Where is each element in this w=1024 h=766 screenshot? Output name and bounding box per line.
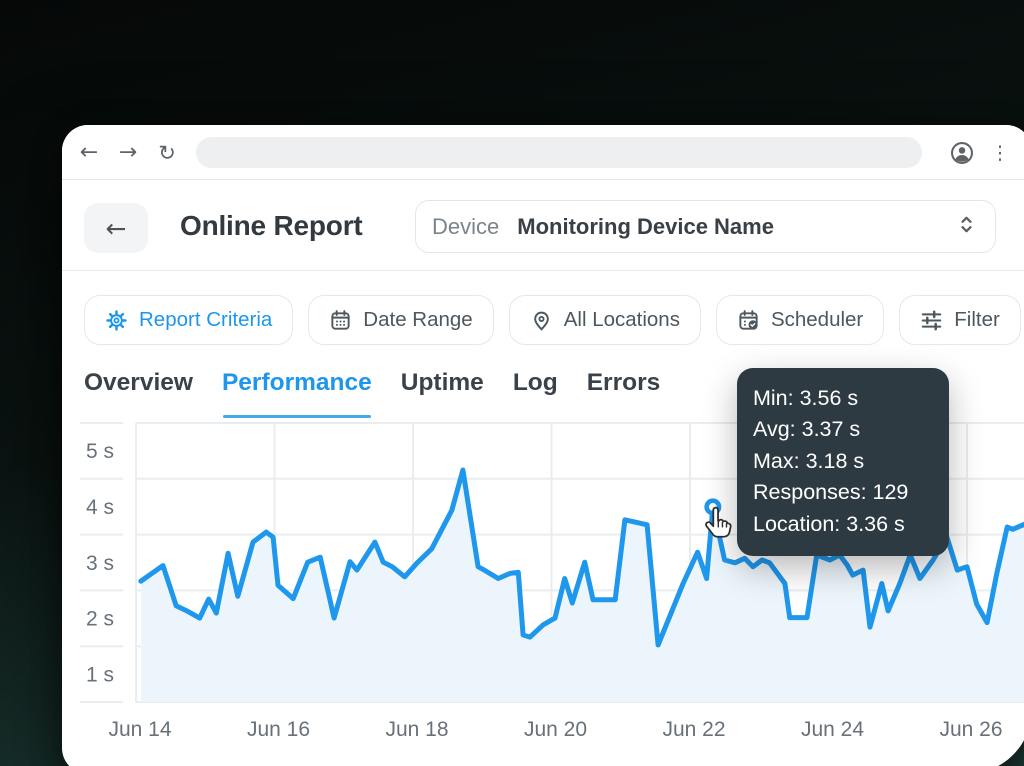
gear-icon bbox=[105, 309, 128, 332]
toolbar-button-label: All Locations bbox=[563, 308, 680, 331]
filter-sliders-icon bbox=[920, 309, 943, 332]
avatar-icon[interactable] bbox=[942, 125, 982, 180]
page-title: Online Report bbox=[180, 209, 363, 241]
browser-chrome: ← → ↻ ⋮ bbox=[62, 125, 1024, 180]
x-axis-label: Jun 24 bbox=[801, 718, 864, 741]
report-header: ← Online Report Device Monitoring Device… bbox=[62, 180, 1024, 271]
tooltip-metric-location: Location: 3.36 s bbox=[753, 511, 905, 536]
toolbar-button-label: Scheduler bbox=[770, 308, 864, 331]
device-selector[interactable]: Device Monitoring Device Name bbox=[415, 200, 996, 253]
datapoint-tooltip: Min: 3.56 s Avg: 3.37 s Max: 3.18 s Respons… bbox=[737, 368, 949, 556]
browser-chrome-right: ⋮ bbox=[942, 125, 1024, 180]
browser-reload-icon[interactable]: ↻ bbox=[158, 140, 176, 165]
y-axis-label: 2 s bbox=[86, 608, 114, 631]
toolbar-button-report-criteria[interactable]: Report Criteria bbox=[84, 295, 294, 345]
toolbar-button-filter[interactable]: Filter bbox=[899, 295, 1021, 345]
toolbar-button-label: Date Range bbox=[363, 308, 473, 331]
y-axis-label: 4 s bbox=[86, 496, 114, 519]
y-axis-label: 3 s bbox=[86, 552, 114, 575]
tooltip-metric-avg: Avg: 3.37 s bbox=[753, 417, 861, 442]
tooltip-metric-responses: Responses: 129 bbox=[753, 480, 909, 505]
calendar-icon bbox=[329, 309, 352, 332]
toolbar-button-label: Filter bbox=[954, 308, 1000, 331]
report-toolbar: Report Criteria Date Range All Locations Sc… bbox=[84, 295, 1021, 345]
report-tabs: Overview Performance Uptime Log Errors bbox=[84, 368, 661, 418]
x-axis-label: Jun 20 bbox=[524, 718, 587, 741]
device-selector-value: Monitoring Device Name bbox=[517, 213, 774, 239]
tab-log[interactable]: Log bbox=[512, 369, 558, 396]
y-axis-label: 1 s bbox=[86, 664, 114, 687]
browser-back-icon[interactable]: ← bbox=[79, 140, 99, 165]
x-axis-label: Jun 14 bbox=[108, 718, 171, 741]
browser-address-bar[interactable] bbox=[196, 137, 922, 168]
chevron-up-down-icon bbox=[954, 212, 979, 242]
report-back-button[interactable]: ← bbox=[84, 203, 148, 253]
toolbar-button-scheduler[interactable]: Scheduler bbox=[715, 295, 885, 345]
tab-errors[interactable]: Errors bbox=[586, 369, 661, 396]
x-axis-label: Jun 26 bbox=[939, 718, 1002, 741]
y-axis-label: 5 s bbox=[86, 440, 114, 463]
tooltip-metric-max: Max: 3.18 s bbox=[753, 448, 865, 473]
x-axis-label: Jun 18 bbox=[385, 718, 448, 741]
browser-window: ← → ↻ ⋮ ← Online Report Device Monitorin… bbox=[62, 125, 1024, 766]
location-pin-icon bbox=[530, 309, 553, 332]
x-axis-label: Jun 22 bbox=[662, 718, 725, 741]
tab-performance[interactable]: Performance bbox=[221, 369, 372, 418]
device-selector-label: Device bbox=[432, 213, 500, 239]
toolbar-button-all-locations[interactable]: All Locations bbox=[508, 295, 701, 345]
toolbar-button-date-range[interactable]: Date Range bbox=[308, 295, 494, 345]
x-axis-label: Jun 16 bbox=[247, 718, 310, 741]
performance-chart[interactable]: 5 s 4 s 3 s 2 s 1 s Jun 14 Jun 16 Jun 18 Jun 20 J… bbox=[66, 415, 1024, 760]
tab-overview[interactable]: Overview bbox=[84, 369, 193, 396]
browser-forward-icon[interactable]: → bbox=[118, 140, 138, 165]
tab-uptime[interactable]: Uptime bbox=[400, 369, 484, 396]
toolbar-button-label: Report Criteria bbox=[139, 308, 273, 331]
tooltip-metric-min: Min: 3.56 s bbox=[753, 386, 859, 410]
calendar-check-icon bbox=[737, 309, 760, 332]
kebab-menu-icon[interactable]: ⋮ bbox=[990, 141, 1010, 164]
